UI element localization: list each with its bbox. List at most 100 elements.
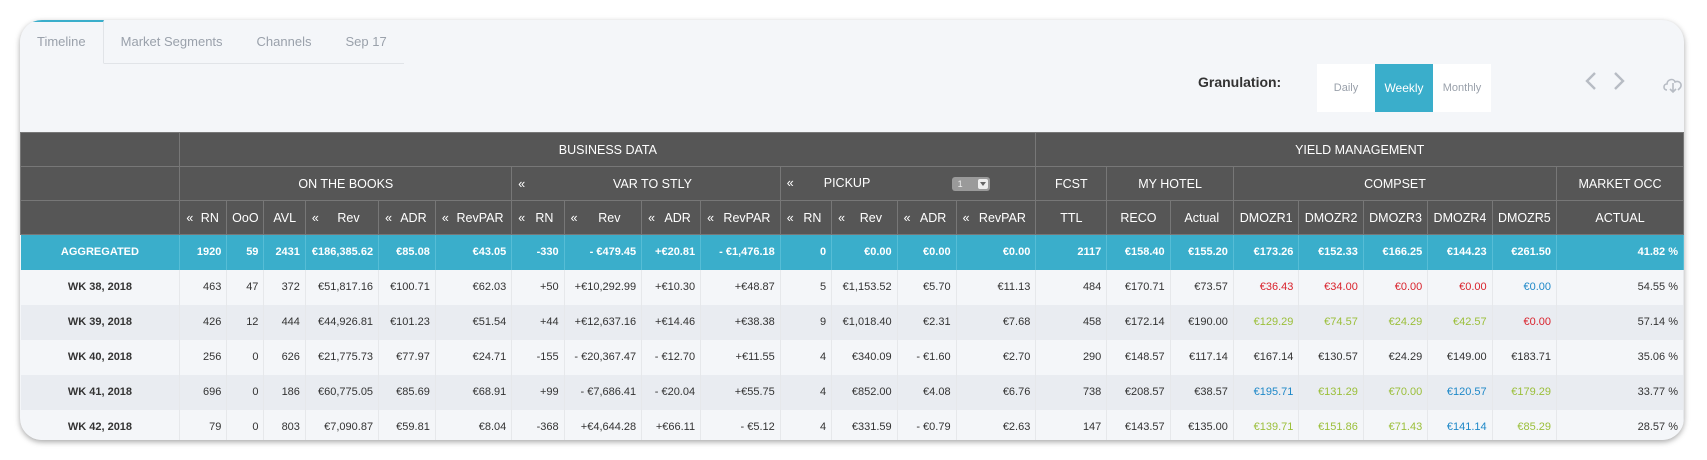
chevron-left-icon[interactable] — [1584, 70, 1598, 92]
table-cell: 1920 — [179, 234, 228, 270]
collapse-icon[interactable]: « — [385, 210, 393, 225]
aggregated-row[interactable]: AGGREGATED 1920 59 2431 €186,385.62 €85.08 €43… — [20, 234, 1684, 270]
collapse-icon[interactable]: « — [648, 210, 656, 225]
collapse-icon[interactable]: « — [518, 210, 526, 225]
granulation-weekly-button[interactable]: Weekly — [1375, 64, 1433, 112]
col-header-var-rn[interactable]: «RN — [511, 200, 565, 235]
yield-management-header: YIELD MANAGEMENT — [1035, 132, 1684, 167]
table-cell: 2431 — [263, 234, 306, 270]
var-to-stly-label: VAR TO STLY — [613, 176, 692, 191]
col-header-otb-revpar[interactable]: «RevPAR — [434, 200, 513, 235]
table-cell: +€66.11 — [641, 409, 702, 440]
cloud-download-icon[interactable] — [1662, 75, 1684, 94]
col-header-otb-ooo: OoO — [226, 200, 265, 235]
col-header-dmozr4: DMOZR4 — [1427, 200, 1493, 235]
tab-bar: Timeline Market Segments Channels Sep 17 — [20, 20, 404, 64]
table-cell: €73.57 — [1170, 269, 1234, 305]
table-cell: €36.43 — [1233, 269, 1300, 305]
table-cell: €77.97 — [378, 339, 436, 375]
table-cell: €172.14 — [1106, 304, 1171, 340]
col-header-var-rev[interactable]: «Rev — [563, 200, 643, 235]
row-label: WK 40, 2018 — [20, 339, 181, 375]
table-cell: €173.26 — [1233, 234, 1300, 270]
table-cell: 738 — [1035, 374, 1108, 410]
collapse-icon[interactable]: « — [838, 210, 846, 225]
collapse-icon[interactable]: « — [707, 210, 715, 225]
table-cell: +50 — [511, 269, 565, 305]
table-cell: 256 — [179, 339, 228, 375]
table-row[interactable]: WK 39, 2018 426 12 444 €44,926.81 €101.23 €51.… — [20, 304, 1684, 340]
col-header-otb-adr[interactable]: «ADR — [378, 200, 436, 235]
col-header-var-revpar[interactable]: «RevPAR — [700, 200, 781, 235]
table-cell: 484 — [1035, 269, 1108, 305]
table-cell: 186 — [263, 374, 306, 410]
col-header-pickup-adr[interactable]: «ADR — [896, 200, 957, 235]
collapse-icon[interactable]: « — [903, 210, 911, 225]
table-cell: €100.71 — [378, 269, 436, 305]
col-header-pickup-revpar[interactable]: «RevPAR — [955, 200, 1037, 235]
table-cell: €0.00 — [1492, 304, 1558, 340]
table-row[interactable]: WK 40, 2018 256 0 626 €21,775.73 €77.97 €24.71… — [20, 339, 1684, 375]
table-cell: €135.00 — [1170, 409, 1234, 440]
col-header-pickup-rn[interactable]: «RN — [779, 200, 833, 235]
col-header-otb-rev[interactable]: «Rev — [304, 200, 380, 235]
col-header-otb-rn[interactable]: «RN — [179, 200, 228, 235]
pickup-days-select[interactable]: 1 — [951, 176, 990, 191]
table-cell: 626 — [263, 339, 306, 375]
table-cell: 79 — [179, 409, 228, 440]
on-the-books-header: ON THE BOOKS — [179, 166, 513, 201]
collapse-icon[interactable]: « — [518, 176, 526, 191]
collapse-icon[interactable]: « — [186, 210, 194, 225]
granulation-toggle: Daily Weekly Monthly — [1317, 64, 1491, 112]
group-header-row: BUSINESS DATA YIELD MANAGEMENT — [20, 132, 1684, 167]
table-cell: 41.82 % — [1556, 234, 1684, 270]
header-corner — [20, 166, 181, 201]
table-cell: +99 — [511, 374, 565, 410]
col-header-market-actual: ACTUAL — [1556, 200, 1684, 235]
table-cell: +44 — [511, 304, 565, 340]
tab-sep-17[interactable]: Sep 17 — [328, 20, 404, 64]
table-cell: €0.00 — [956, 234, 1037, 270]
table-body: AGGREGATED 1920 59 2431 €186,385.62 €85.08 €43… — [20, 234, 1684, 440]
sub-header-row: ON THE BOOKS « VAR TO STLY « PICKUP 1 FC… — [20, 166, 1684, 201]
collapse-icon[interactable]: « — [962, 210, 970, 225]
collapse-icon[interactable]: « — [441, 210, 449, 225]
table-cell: 28.57 % — [1556, 409, 1684, 440]
table-cell: €144.23 — [1427, 234, 1493, 270]
table-cell: +€10,292.99 — [564, 269, 643, 305]
granulation-daily-button[interactable]: Daily — [1317, 64, 1375, 112]
tab-market-segments[interactable]: Market Segments — [103, 20, 240, 64]
table-cell: €0.00 — [1427, 269, 1493, 305]
collapse-icon[interactable]: « — [311, 210, 319, 225]
table-row[interactable]: WK 38, 2018 463 47 372 €51,817.16 €100.71 €62.… — [20, 269, 1684, 305]
col-header-reco: RECO — [1106, 200, 1171, 235]
collapse-icon[interactable]: « — [786, 210, 794, 225]
table-cell: 147 — [1035, 409, 1108, 440]
granulation-monthly-button[interactable]: Monthly — [1433, 64, 1491, 112]
col-header-var-adr[interactable]: «ADR — [641, 200, 702, 235]
col-header-pickup-rev[interactable]: «Rev — [831, 200, 898, 235]
table-cell: €70.00 — [1363, 374, 1429, 410]
table-cell: 59 — [226, 234, 265, 270]
tab-channels[interactable]: Channels — [239, 20, 329, 64]
table-cell: +€10.30 — [641, 269, 702, 305]
chevron-down-icon — [977, 178, 988, 189]
table-cell: €331.59 — [831, 409, 898, 440]
table-cell: +€20.81 — [641, 234, 702, 270]
table-cell: €129.29 — [1233, 304, 1300, 340]
tab-timeline[interactable]: Timeline — [20, 20, 104, 64]
header-corner — [20, 200, 181, 235]
table-row[interactable]: WK 41, 2018 696 0 186 €60,775.05 €85.69 €68.91… — [20, 374, 1684, 410]
table-cell: - €479.45 — [564, 234, 643, 270]
table-cell: €71.43 — [1363, 409, 1429, 440]
collapse-icon[interactable]: « — [570, 210, 578, 225]
fcst-header: FCST — [1035, 166, 1108, 201]
col-header-dmozr2: DMOZR2 — [1298, 200, 1364, 235]
table-cell: €38.57 — [1170, 374, 1234, 410]
collapse-icon[interactable]: « — [786, 176, 794, 191]
table-cell: 0 — [226, 374, 265, 410]
chevron-right-icon[interactable] — [1612, 70, 1626, 92]
table-row[interactable]: WK 42, 2018 79 0 803 €7,090.87 €59.81 €8.04 -36… — [20, 409, 1684, 440]
table-cell: €74.57 — [1298, 304, 1364, 340]
timeline-panel: Timeline Market Segments Channels Sep 17… — [20, 20, 1684, 440]
